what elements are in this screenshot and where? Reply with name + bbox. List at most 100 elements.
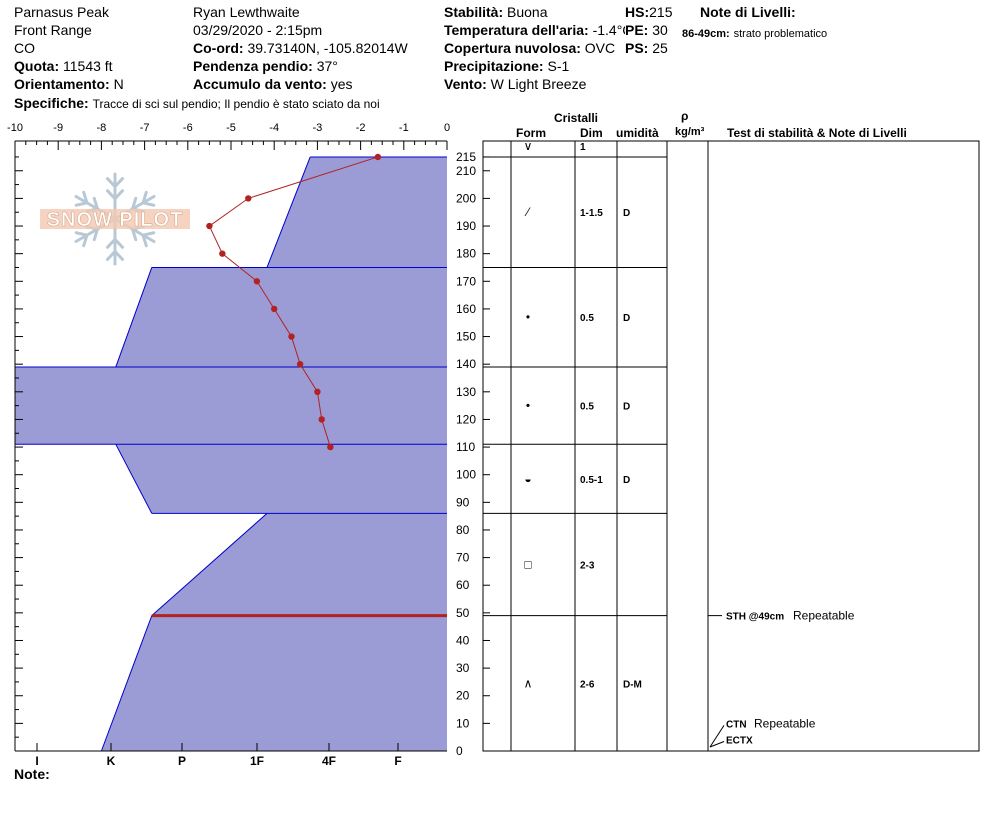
layer-notes-title: Note di Livelli: <box>700 4 796 20</box>
layer-size: 2-6 <box>580 679 595 690</box>
temp-tick-label: -5 <box>226 122 236 134</box>
layer-size: 0.5 <box>580 313 594 324</box>
layer-size: 2-3 <box>580 560 595 571</box>
depth-tick-label: 40 <box>456 633 470 647</box>
aspect-value: N <box>113 76 124 92</box>
crystals-header: Cristalli <box>554 111 599 125</box>
depth-hoar-icon: ∧ <box>524 676 533 690</box>
datetime: 03/29/2020 - 2:15pm <box>193 22 323 38</box>
coordinates: Co-ord: 39.73140N, -105.82014W <box>193 40 408 56</box>
temp-tick-label: -10 <box>7 122 23 134</box>
temperature-point <box>374 153 382 161</box>
depth-tick-label: 150 <box>456 330 476 344</box>
depth-tick-label: 90 <box>456 495 470 509</box>
logo-text: SNOW PILOT <box>47 209 184 231</box>
snowflake-branch <box>141 190 148 205</box>
layer-table: ∨ 1 ⁄ 1-1.5 D • 0.5 D • 0.5 D ◒ 0.5-1 D □ 2-3 ∧ 2-6 D-M STH… <box>482 139 980 752</box>
hardness-tick-label: 1F <box>250 754 264 768</box>
stability-label: Stabilità: <box>444 4 504 20</box>
sky-label: Copertura nuvolosa: <box>444 40 581 56</box>
elevation: Quota: 11543 ft <box>14 58 113 74</box>
test-code: CTN <box>726 719 747 730</box>
air-temp-label: Temperatura dell'aria: <box>444 22 589 38</box>
ps-label: PS: <box>625 40 649 56</box>
depth-tick-label: 190 <box>456 219 476 233</box>
hardness-segment <box>115 444 448 514</box>
temperature-point <box>327 443 334 451</box>
depth-tick-label: 60 <box>456 578 470 592</box>
size-header: Dim <box>580 126 603 140</box>
moisture-header: umidità <box>616 126 659 140</box>
air-temp-value: -1.4°C <box>592 22 633 38</box>
precip-label: Precipitazione: <box>444 58 544 74</box>
state: CO <box>14 40 35 56</box>
slope-angle: Pendenza pendio: 37° <box>193 58 338 74</box>
pe-label: PE: <box>625 22 649 38</box>
snowflake-branch <box>106 189 117 201</box>
snowflake-branch <box>141 233 148 248</box>
snowflake-branch <box>113 189 124 201</box>
hs-value: 215 <box>649 4 673 20</box>
specifics-label: Specifiche: <box>14 95 89 111</box>
test-code: ECTX <box>726 735 753 746</box>
hardness-segment <box>151 513 448 616</box>
layer-size: 0.5 <box>580 402 594 413</box>
layer-note-text: strato problematico <box>733 28 828 40</box>
snowflake-branch <box>113 237 124 249</box>
snowflake-branch <box>92 196 99 211</box>
test-result: Repeatable <box>754 716 816 730</box>
surface-hoar-icon: ∨ <box>524 139 533 153</box>
hardness-edge <box>115 267 153 368</box>
sky-cover: Copertura nuvolosa: OVC <box>444 40 615 56</box>
test-pointer <box>709 725 725 748</box>
hardness-tick-label: I <box>35 754 38 768</box>
notes-label: Note: <box>14 766 50 782</box>
snowflake-branch <box>106 249 117 261</box>
depth-tick-label: 210 <box>456 164 476 178</box>
rounded-grain-icon: • <box>526 399 530 413</box>
temperature-profile <box>206 153 382 451</box>
precip-value: S-1 <box>547 58 570 74</box>
wind-loading-label: Accumulo da vento: <box>193 76 327 92</box>
depth-tick-label: 120 <box>456 412 476 426</box>
temperature-point <box>296 360 304 368</box>
depth-tick-label: 170 <box>456 274 476 288</box>
layer-moisture: D <box>623 402 630 413</box>
stability-value: Buona <box>507 4 548 20</box>
location: Parnasus Peak <box>14 4 109 20</box>
wind: Vento: W Light Breeze <box>444 76 586 92</box>
faceted-icon: □ <box>524 557 531 571</box>
depth-tick-label: 140 <box>456 357 476 371</box>
hardness-segment <box>267 156 447 268</box>
hs-label: HS: <box>625 4 650 20</box>
stability: Stabilità: Buona <box>444 4 548 20</box>
temperature-point <box>219 250 226 257</box>
decomposing-icon: ⁄ <box>524 205 531 219</box>
snowflake-branch <box>141 201 156 207</box>
layer-moisture: D <box>623 475 630 486</box>
temp-tick-label: -3 <box>313 122 323 134</box>
hardness-tick-label: 4F <box>322 754 336 768</box>
rounded-grain-icon: • <box>526 310 530 324</box>
hardness-tick-label: K <box>107 754 116 768</box>
sky-value: OVC <box>584 40 616 56</box>
specifics: Specifiche: Tracce di sci sul pendio; Il… <box>14 95 380 112</box>
snowflake-branch <box>131 227 138 242</box>
temperature-point <box>253 278 261 285</box>
snowpilot-logo: SNOW PILOT <box>40 172 190 266</box>
layer-size: 1-1.5 <box>580 208 603 219</box>
ps-value: 25 <box>652 40 668 56</box>
temperature-point <box>318 416 325 423</box>
snowflake-branch <box>106 177 117 189</box>
pe-value: 30 <box>652 22 668 38</box>
hardness-edge <box>266 156 311 268</box>
test-result: Repeatable <box>793 609 855 623</box>
test-pointer <box>709 741 725 748</box>
temp-tick-label: 0 <box>444 122 450 134</box>
wind-value: W Light Breeze <box>490 76 587 92</box>
hardness-tick-label: P <box>178 754 186 768</box>
chart-axes: -10 -9 -8 -7 -6 -5 -4 -3 -2 -1 0010203040506070809… <box>7 122 490 768</box>
range: Front Range <box>14 22 92 38</box>
air-temperature: Temperatura dell'aria: -1.4°C <box>444 22 632 38</box>
